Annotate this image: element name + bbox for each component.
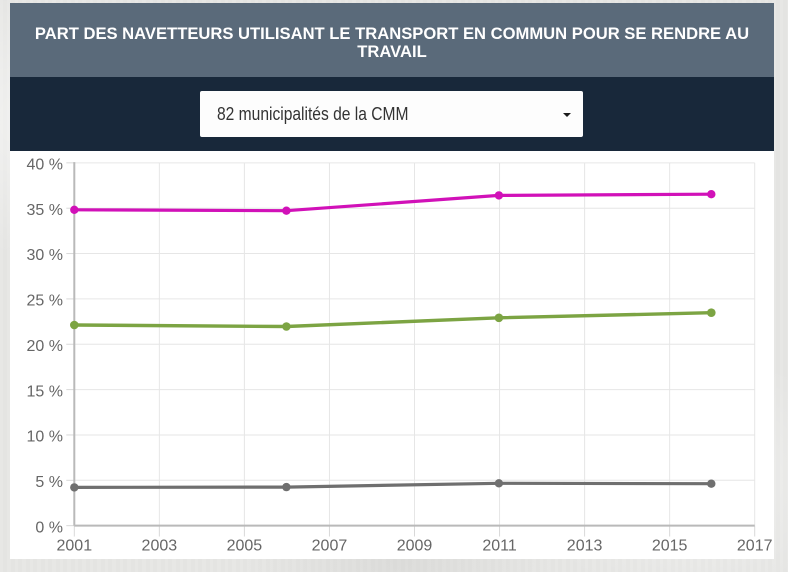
svg-text:2003: 2003 — [142, 537, 178, 554]
svg-text:2007: 2007 — [312, 537, 348, 554]
svg-text:2017: 2017 — [737, 537, 773, 554]
svg-text:2013: 2013 — [567, 537, 603, 554]
svg-text:30 %: 30 % — [27, 247, 63, 264]
svg-text:35 %: 35 % — [27, 202, 63, 219]
svg-text:2015: 2015 — [652, 537, 688, 554]
svg-text:10 %: 10 % — [27, 429, 63, 446]
svg-text:2009: 2009 — [397, 537, 433, 554]
svg-text:5 %: 5 % — [35, 474, 63, 491]
svg-text:20 %: 20 % — [27, 338, 63, 355]
svg-text:2001: 2001 — [57, 537, 93, 554]
svg-text:0 %: 0 % — [35, 519, 63, 536]
svg-text:2005: 2005 — [227, 537, 263, 554]
svg-text:2011: 2011 — [482, 537, 517, 554]
svg-text:40 %: 40 % — [27, 157, 63, 174]
svg-text:25 %: 25 % — [27, 293, 63, 310]
svg-text:15 %: 15 % — [27, 383, 63, 400]
